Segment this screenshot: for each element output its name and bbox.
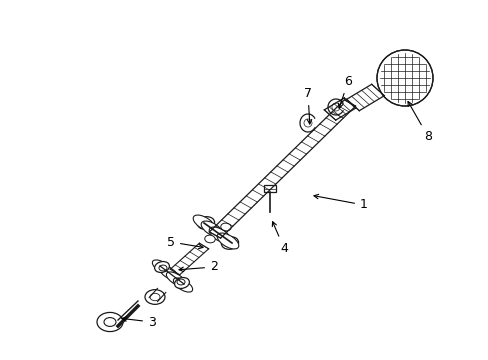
Ellipse shape [152,260,171,274]
Circle shape [177,279,184,285]
Ellipse shape [220,223,231,231]
Circle shape [223,237,232,245]
Ellipse shape [217,233,238,249]
Circle shape [203,221,213,229]
Text: 4: 4 [272,222,287,255]
Text: 5: 5 [167,235,203,249]
Ellipse shape [154,261,169,273]
Ellipse shape [204,235,215,243]
Circle shape [159,265,167,271]
Ellipse shape [174,278,189,288]
FancyBboxPatch shape [264,185,275,192]
Text: 1: 1 [313,194,367,211]
Ellipse shape [201,221,223,237]
Ellipse shape [159,266,178,280]
Ellipse shape [193,215,214,231]
Circle shape [97,312,123,332]
Ellipse shape [197,217,214,229]
Ellipse shape [221,237,238,249]
Text: 2: 2 [179,261,218,274]
Text: 7: 7 [304,87,311,124]
Ellipse shape [209,227,230,243]
Text: 6: 6 [338,75,351,108]
Ellipse shape [173,278,192,292]
Ellipse shape [376,50,432,106]
Text: 3: 3 [122,315,156,329]
Ellipse shape [166,272,185,286]
Circle shape [145,290,164,304]
Text: 8: 8 [407,102,431,143]
